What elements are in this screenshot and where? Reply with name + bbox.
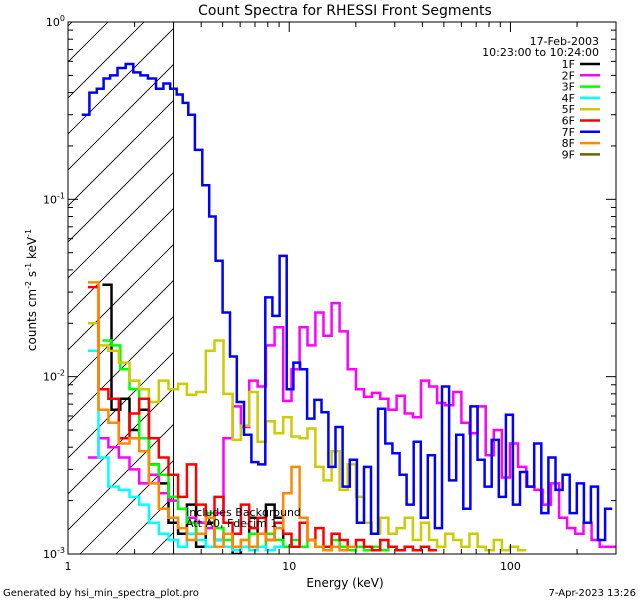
legend-label-4F: 4F (562, 92, 575, 105)
legend-label-6F: 6F (562, 115, 575, 128)
legend-label-7F: 7F (562, 126, 575, 139)
hatch-line (68, 423, 174, 531)
hatch-line (68, 22, 145, 99)
chart-title: Count Spectra for RHESSI Front Segments (198, 3, 492, 19)
legend-label-5F: 5F (562, 103, 575, 116)
hatch-line (68, 27, 174, 135)
footer-generated: Generated by hsi_min_spectra_plot.pro (3, 588, 199, 599)
axis-ticks: 1 10 100 10-3 10-2 10-1 100 (43, 14, 617, 573)
hatch-line (68, 171, 174, 279)
hatched-region (68, 22, 174, 554)
x-tick-label: 100 (500, 560, 521, 573)
legend-label-3F: 3F (562, 81, 575, 94)
y-tick-label: 10-1 (43, 191, 65, 206)
y-tick-label: 10-3 (43, 546, 65, 561)
x-tick-label: 1 (65, 560, 72, 573)
date-label: 17-Feb-2003 (530, 35, 599, 48)
y-axis-label: counts cm-2 s-1 keV-1 (24, 229, 39, 351)
y-tick-label: 10-2 (43, 369, 65, 384)
hatch-line (68, 207, 174, 315)
plot-frame (67, 21, 617, 555)
hatch-line (68, 351, 174, 459)
legend-label-2F: 2F (562, 69, 575, 82)
hatch-line (68, 387, 174, 495)
time-range-label: 10:23:00 to 10:24:00 (482, 46, 599, 59)
annotation-line-1: Includes Background (186, 506, 301, 519)
series-line-5F (88, 322, 527, 552)
series-line-4F (88, 349, 284, 552)
annotation-line-2: Att A0, Fdecim 1 (186, 517, 277, 530)
y-tick-label: 100 (46, 14, 65, 29)
legend-label-1F: 1F (562, 58, 575, 71)
legend-label-8F: 8F (562, 137, 575, 150)
series-group (81, 62, 616, 554)
x-tick-label: 10 (282, 560, 296, 573)
x-axis-label: Energy (keV) (306, 576, 383, 590)
footer-date: 7-Apr-2023 13:26 (549, 588, 636, 599)
hatch-line (68, 243, 174, 351)
hatch-line (68, 22, 109, 63)
series-line-8F (88, 281, 357, 552)
legend-label-9F: 9F (562, 148, 575, 161)
series-line-7F (81, 62, 613, 542)
